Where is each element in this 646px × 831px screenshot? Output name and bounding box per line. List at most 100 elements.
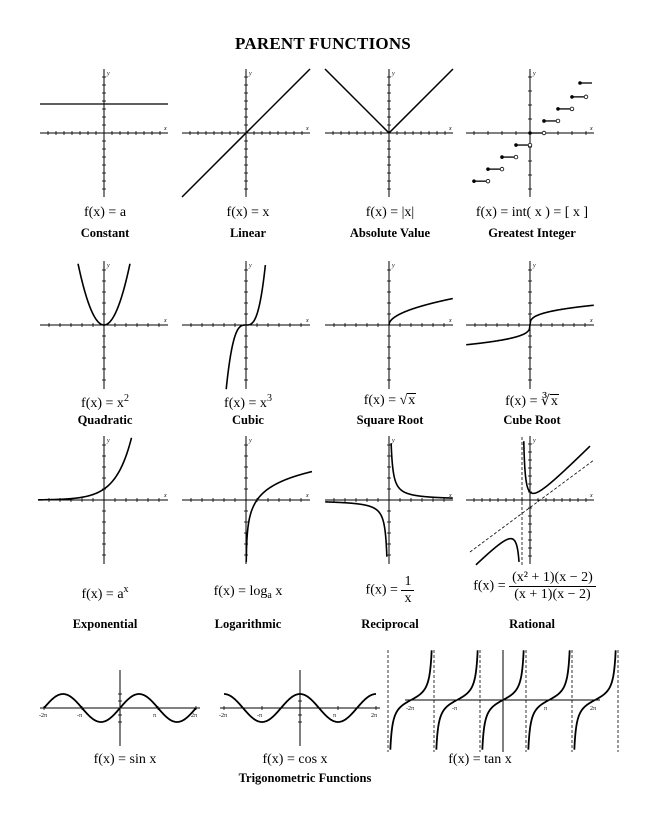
cosine-tick-label: 2π: [371, 713, 377, 719]
open-dot: [513, 154, 519, 160]
open-dot: [541, 130, 547, 136]
linear-label: Linear: [229, 226, 267, 240]
tangent-branch: [389, 650, 433, 750]
cosine-graph: -2π -π π 2π: [219, 670, 380, 746]
absolute-value-label: Absolute Value: [349, 226, 431, 240]
linear-formula: f(x) = x: [226, 205, 270, 220]
closed-dot: [514, 143, 518, 147]
reciprocal-graph: xy: [325, 436, 453, 564]
open-dot: [527, 142, 533, 148]
tangent-tick-label: -π: [452, 706, 457, 712]
linear-line: [181, 68, 311, 198]
cubic-label: Cubic: [232, 413, 264, 427]
tangent-branch: [435, 650, 479, 750]
square-root-graph: xy: [325, 261, 453, 389]
cube-root-x-letter: x: [589, 318, 593, 324]
sine-graph: -2π -π π 2π: [39, 670, 200, 746]
logarithmic-y-letter: y: [248, 438, 252, 444]
open-dot: [485, 178, 491, 184]
greatest-integer-y-letter: y: [532, 71, 536, 77]
tangent-branch: [573, 650, 617, 750]
closed-dot: [472, 179, 476, 183]
absolute-value-graph: xy: [324, 68, 454, 197]
constant-formula: f(x) = a: [83, 205, 127, 220]
square-root-x-letter: x: [448, 318, 452, 324]
sine-formula: f(x) = sin x: [93, 752, 157, 767]
greatest-integer-label: Greatest Integer: [488, 226, 576, 240]
reciprocal-right-branch: [390, 443, 453, 499]
tangent-graph: -2π -π π 2π: [387, 650, 619, 752]
constant-x-letter: x: [163, 126, 167, 132]
tangent-tick-label: -2π: [406, 706, 414, 712]
greatest-integer-x-letter: x: [589, 126, 593, 132]
reciprocal-label: Reciprocal: [361, 617, 419, 631]
closed-dot: [486, 167, 490, 171]
reciprocal-y-letter: y: [391, 438, 395, 444]
absolute-value-line: [324, 68, 454, 135]
quadratic-x-letter: x: [163, 318, 167, 324]
cube-root-curve: [466, 304, 594, 346]
absolute-value-x-letter: x: [448, 126, 452, 132]
cosine-tick-label: π: [333, 713, 336, 719]
open-dot: [499, 166, 505, 172]
greatest-integer-formula: f(x) = int( x ) = [ x ]: [475, 205, 589, 220]
tangent-branch: [527, 650, 571, 750]
cosine-tick-label: -2π: [219, 713, 227, 719]
open-dot: [569, 106, 575, 112]
logarithmic-x-letter: x: [305, 493, 309, 499]
logarithmic-formula: f(x) = loga x: [213, 584, 283, 601]
closed-dot: [500, 155, 504, 159]
trigonometric-group-label: Trigonometric Functions: [238, 771, 372, 785]
square-root-curve: [388, 297, 453, 326]
closed-dot: [570, 95, 574, 99]
tangent-branch: [481, 650, 525, 750]
sine-tick-label: π: [153, 713, 156, 719]
rational-label: Rational: [509, 617, 555, 631]
square-root-formula: f(x) = √x: [363, 393, 417, 408]
quadratic-y-letter: y: [106, 263, 110, 269]
cosine-tick-label: -π: [257, 713, 262, 719]
quadratic-formula: f(x) = x2: [81, 393, 129, 411]
rational-graph: xy: [466, 436, 595, 566]
exponential-x-letter: x: [163, 493, 167, 499]
cubic-curve: [225, 264, 267, 390]
tangent-tick-label: 2π: [590, 706, 596, 712]
quadratic-label: Quadratic: [77, 413, 133, 427]
square-root-y-letter: y: [391, 263, 395, 269]
closed-dot: [542, 119, 546, 123]
constant-label: Constant: [80, 226, 130, 240]
cube-root-y-letter: y: [532, 263, 536, 269]
exponential-y-letter: y: [106, 438, 110, 444]
sine-tick-label: -2π: [39, 713, 47, 719]
cubic-formula: f(x) = x3: [224, 393, 272, 411]
linear-y-letter: y: [248, 71, 252, 77]
exponential-formula: f(x) = ax: [81, 584, 129, 602]
constant-y-letter: y: [106, 71, 110, 77]
logarithmic-graph: xy: [182, 436, 313, 564]
cube-root-formula: f(x) = ∛x: [505, 394, 559, 409]
cubic-y-letter: y: [248, 263, 252, 269]
rational-right-branch: [522, 441, 591, 495]
closed-dot: [578, 81, 582, 85]
cube-root-label: Cube Root: [503, 413, 561, 427]
cube-root-graph: xy: [466, 261, 594, 389]
linear-x-letter: x: [305, 126, 309, 132]
linear-graph: xy: [181, 68, 311, 198]
page-title: PARENT FUNCTIONS: [235, 34, 411, 53]
open-dot: [555, 118, 561, 124]
rational-left-branch: [475, 537, 520, 566]
cubic-graph: xy: [182, 261, 310, 390]
absolute-value-formula: f(x) = |x|: [365, 205, 415, 220]
greatest-integer-graph: xy: [466, 69, 594, 197]
logarithmic-curve: [245, 470, 313, 563]
exponential-label: Exponential: [72, 617, 138, 631]
sine-curve: [43, 693, 197, 723]
open-dot: [583, 94, 589, 100]
exponential-graph: xy: [37, 436, 168, 564]
cosine-curve: [223, 693, 377, 723]
closed-dot: [556, 107, 560, 111]
logarithmic-label: Logarithmic: [214, 617, 282, 631]
rational-x-letter: x: [589, 493, 593, 499]
